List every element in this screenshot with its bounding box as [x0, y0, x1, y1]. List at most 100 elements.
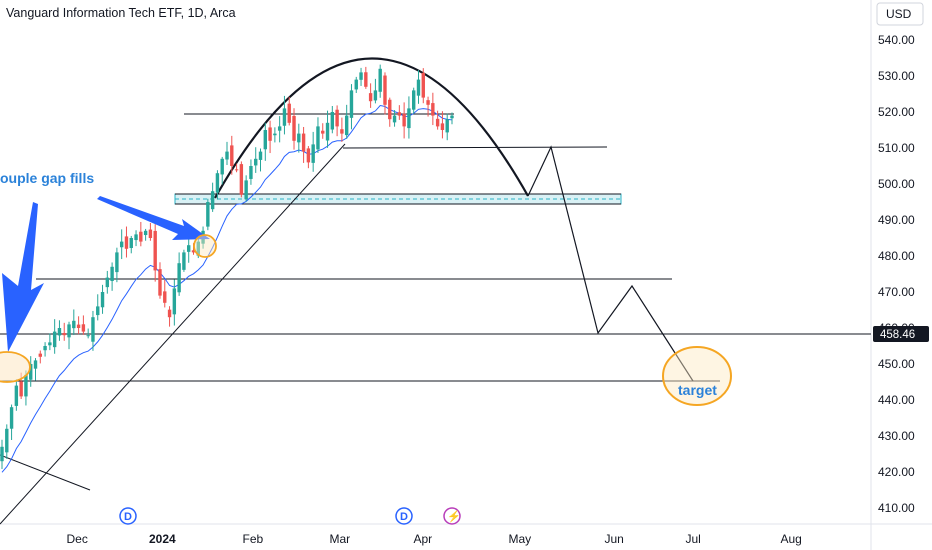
candle-body	[91, 317, 95, 342]
target-label: target	[678, 382, 717, 398]
candle-body	[9, 407, 14, 429]
candle-body	[19, 381, 23, 397]
candle-body	[110, 266, 114, 281]
candle-body	[311, 144, 315, 163]
candle-body	[187, 245, 191, 252]
candle-body	[263, 130, 267, 150]
candle-body	[52, 331, 57, 348]
candle-body	[378, 68, 382, 92]
candle-body	[143, 230, 148, 236]
candle-body	[445, 119, 449, 133]
candle-body	[402, 113, 406, 127]
x-tick-label: Dec	[67, 532, 88, 546]
current-price-tag	[873, 326, 929, 342]
candle-body	[407, 108, 411, 129]
x-tick-label: Jun	[605, 532, 624, 546]
y-tick-label: 470.00	[878, 285, 915, 299]
x-tick-label: Aug	[781, 532, 802, 546]
candle-body	[81, 324, 86, 332]
y-tick-label: 450.00	[878, 357, 915, 371]
candle-body	[373, 90, 378, 101]
x-tick-label: Feb	[243, 532, 264, 546]
earnings-icon: ⚡	[447, 510, 461, 523]
candle-body	[258, 151, 263, 160]
event-marker-earnings[interactable]: ⚡	[443, 507, 461, 525]
candle-body	[244, 180, 248, 200]
candle-body	[24, 374, 28, 397]
candle-body	[153, 230, 157, 271]
y-tick-label: 530.00	[878, 69, 915, 83]
candle-body	[76, 324, 81, 328]
y-tick-label: 520.00	[878, 105, 915, 119]
candle-body	[268, 127, 272, 141]
candle-body	[43, 346, 47, 351]
y-tick-label: 510.00	[878, 141, 915, 155]
candle-body	[330, 112, 335, 130]
rounded-top-arc	[214, 57, 529, 199]
candle-body	[287, 103, 291, 123]
gap-fills-label: ouple gap fills	[0, 170, 94, 186]
candle-body	[426, 100, 430, 105]
candle-body	[254, 158, 258, 166]
candle-body	[100, 292, 105, 308]
currency-box[interactable]	[876, 2, 924, 26]
candle-body	[297, 133, 301, 143]
candle-body	[368, 93, 373, 102]
arrow-left	[2, 202, 44, 352]
event-marker-2[interactable]: D	[395, 507, 413, 525]
y-tick-label: 480.00	[878, 249, 915, 263]
current-price-value: 458.46	[880, 329, 915, 341]
y-tick-label: 430.00	[878, 429, 915, 443]
y-tick-label: 440.00	[878, 393, 915, 407]
candle-body	[191, 250, 196, 253]
x-axis: Dec 2024 Feb Mar Apr May Jun Jul Aug	[67, 532, 802, 546]
candle-body	[115, 252, 119, 273]
candle-body	[0, 446, 4, 462]
candle-body	[349, 90, 354, 118]
y-axis: 540.00 530.00 520.00 510.00 500.00 490.00 480.…	[878, 33, 915, 515]
candle-body	[134, 234, 138, 241]
candle-body	[158, 269, 162, 296]
candle-body	[234, 169, 239, 171]
x-tick-label: Jul	[686, 532, 701, 546]
candle-body	[340, 129, 344, 134]
candle-body	[416, 79, 421, 96]
candle-body	[167, 309, 172, 318]
candle-body	[359, 72, 363, 80]
candles-layer	[0, 64, 454, 470]
candle-body	[215, 173, 220, 193]
candle-body	[354, 79, 358, 90]
x-tick-label: Apr	[414, 532, 433, 546]
moving-average-line	[1, 104, 453, 473]
candle-body	[344, 115, 349, 136]
candle-body	[38, 353, 42, 357]
candle-body	[177, 263, 181, 293]
candle-body	[29, 364, 33, 380]
candle-body	[225, 151, 229, 160]
candle-body	[129, 238, 133, 249]
candle-body	[48, 342, 52, 346]
candle-body	[316, 126, 320, 150]
candle-body	[57, 328, 62, 336]
x-tick-label: 2024	[149, 532, 176, 546]
y-tick-label: 490.00	[878, 213, 915, 227]
annotation-arrows	[2, 196, 210, 352]
candle-body	[435, 118, 440, 127]
candle-body	[86, 335, 90, 337]
candle-body	[67, 324, 71, 338]
event-marker-1[interactable]: D	[119, 507, 137, 525]
drawings-layer	[0, 57, 871, 525]
target-circle	[662, 346, 732, 406]
candle-body	[431, 103, 435, 116]
event-label: D	[400, 511, 408, 523]
currency-label: USD	[886, 7, 912, 21]
candle-body	[220, 158, 224, 175]
candle-body	[148, 229, 153, 238]
event-label: D	[124, 511, 132, 523]
candle-body	[139, 231, 143, 242]
candle-body	[119, 241, 124, 248]
x-tick-label: May	[509, 532, 532, 546]
gap-circle-left	[0, 351, 31, 383]
candle-body	[210, 191, 215, 210]
